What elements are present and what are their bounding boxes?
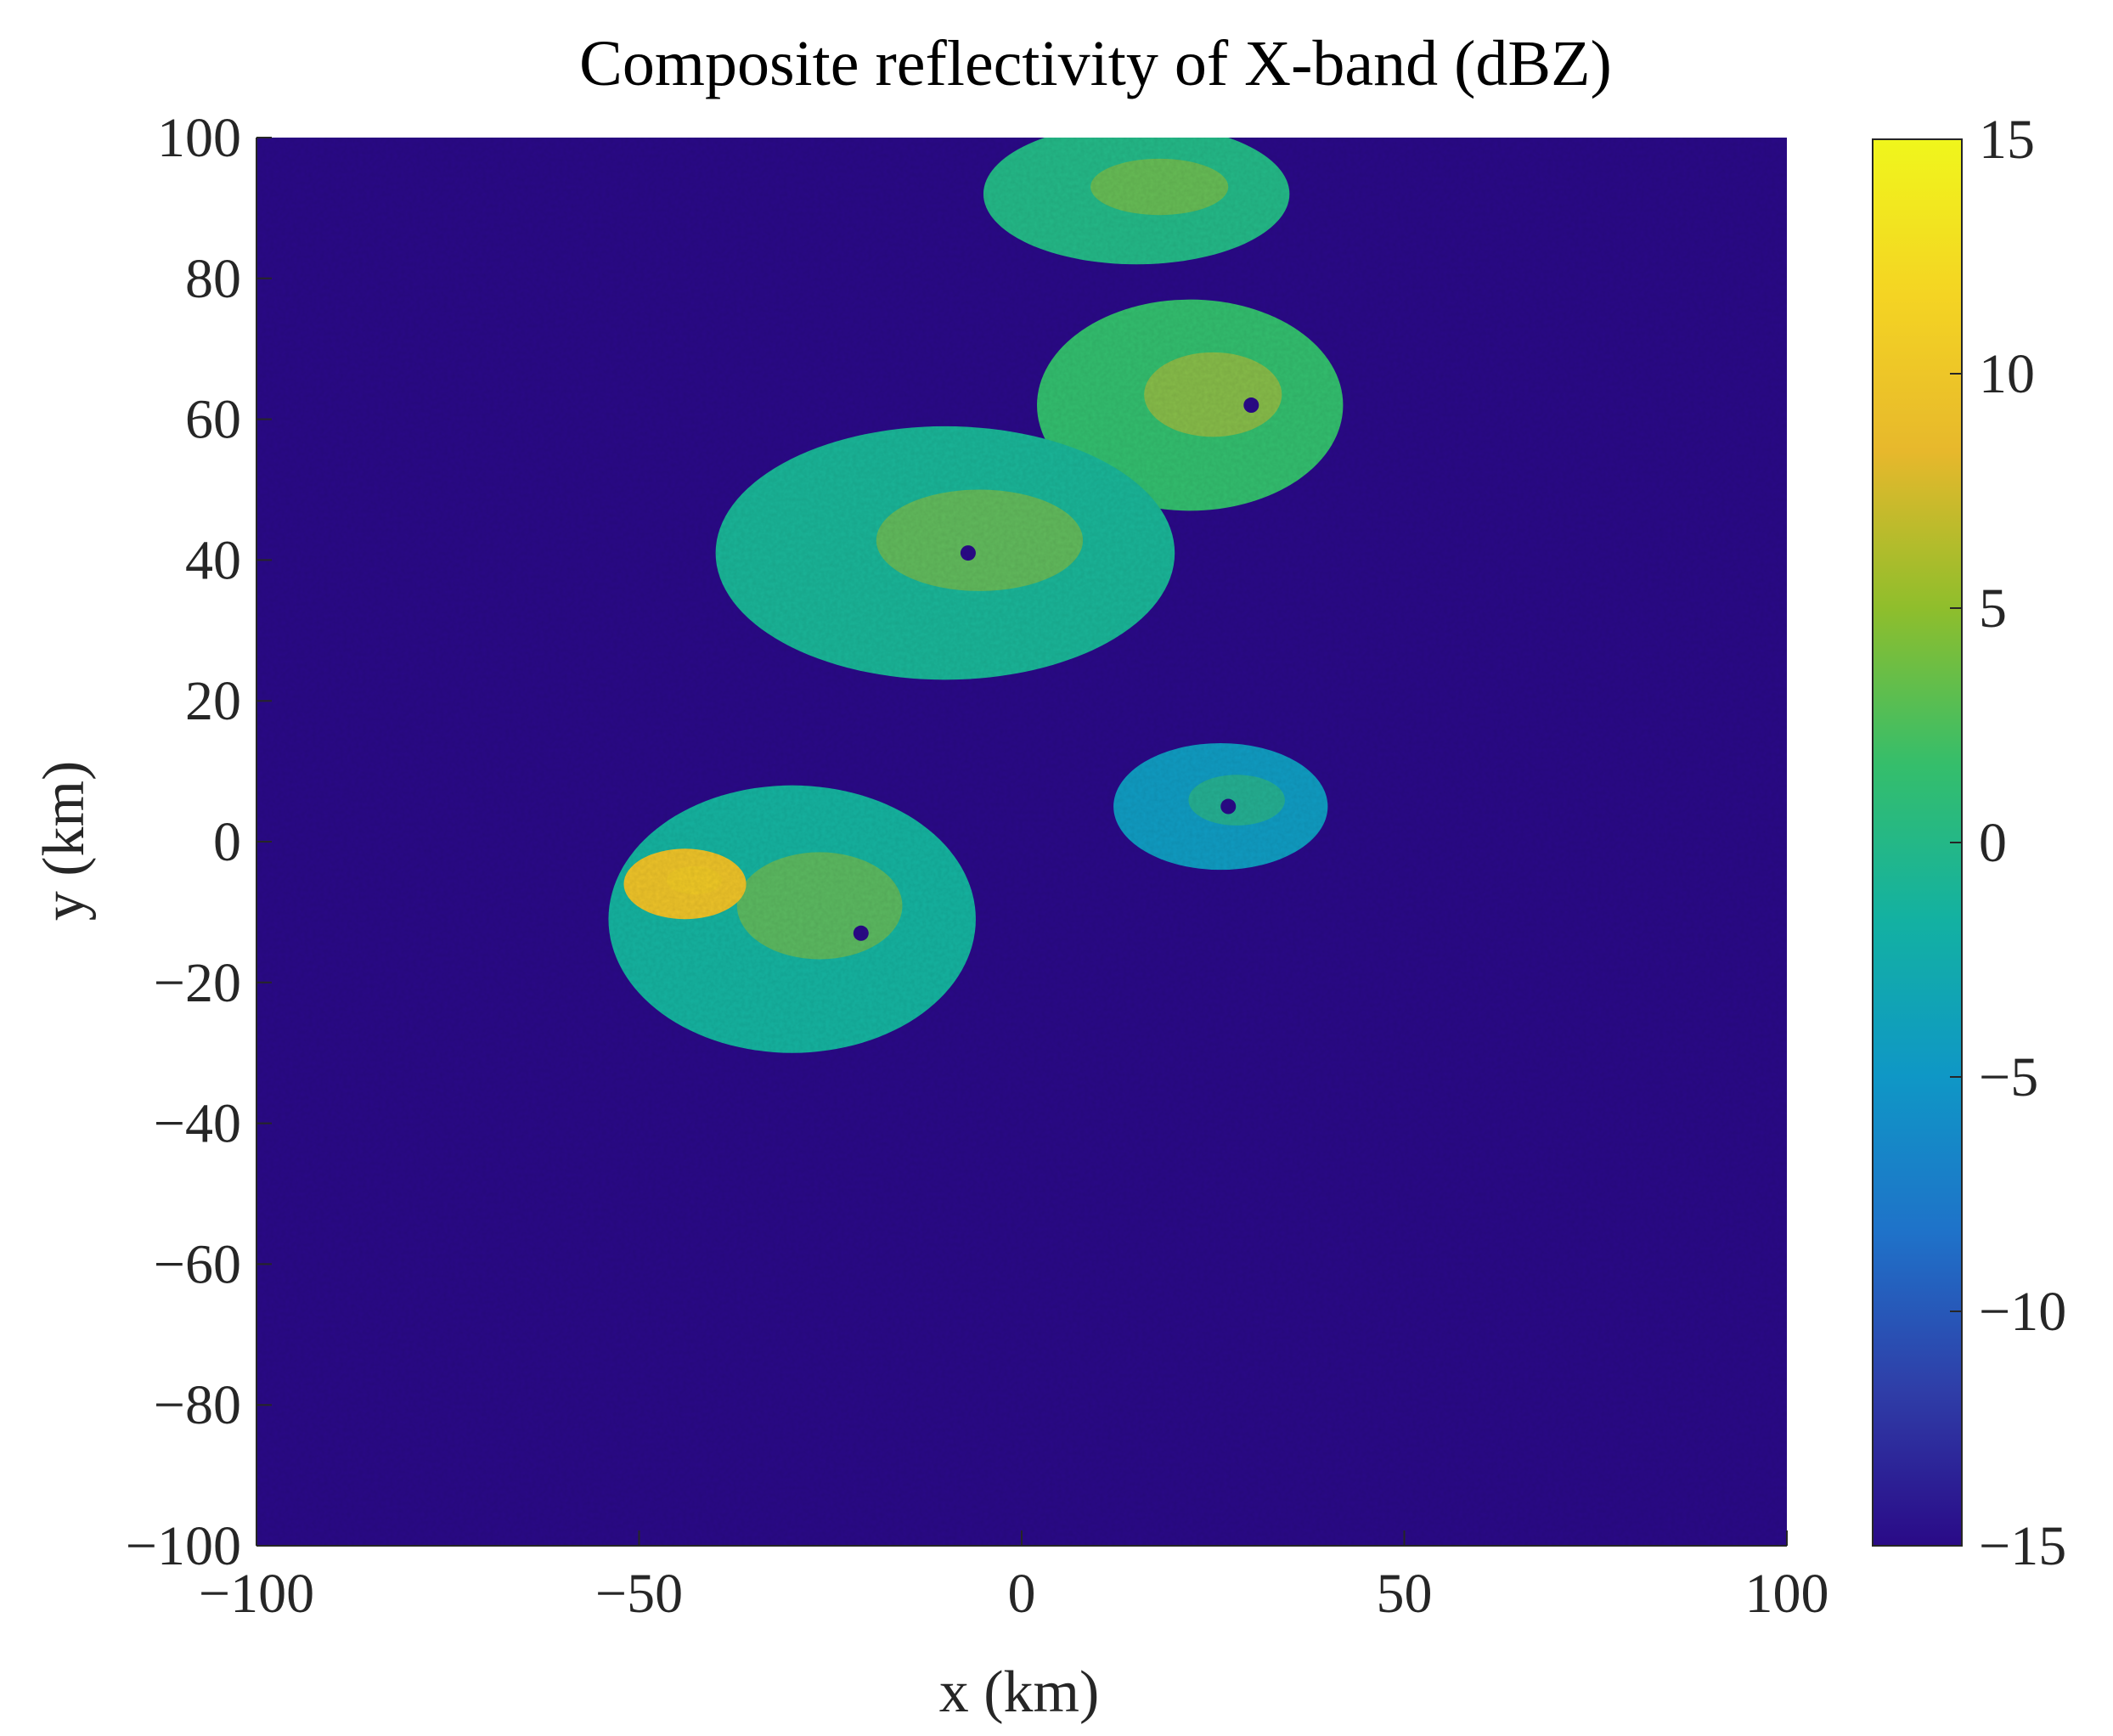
colorbar-tick-label: −10 <box>1979 1281 2066 1343</box>
y-tick-label: 40 <box>185 529 241 591</box>
colorbar: 15 10 5 0 −5 −10 −15 <box>1872 109 2066 1577</box>
y-axis: 100 80 60 40 20 0 −20 −40 −60 −80 −100 <box>126 107 272 1577</box>
colorbar-gradient <box>1872 138 1963 1547</box>
chart-title: Composite reflectivity of X-band (dBZ) <box>579 28 1612 99</box>
y-tick-label: 0 <box>213 811 241 873</box>
y-tick-label: −60 <box>154 1233 241 1295</box>
y-tick-label: −20 <box>154 952 241 1014</box>
y-tick-label: 60 <box>185 389 241 451</box>
x-axis: −100 −50 0 50 100 <box>199 1530 1829 1625</box>
colorbar-tick-label: −15 <box>1979 1515 2066 1577</box>
plot-area <box>256 138 1787 1546</box>
x-tick-label: −50 <box>595 1563 683 1625</box>
echo-texture <box>256 138 1787 1546</box>
x-axis-label: x (km) <box>939 1660 1100 1725</box>
y-tick-label: 100 <box>157 107 241 169</box>
y-tick-label: −100 <box>126 1515 241 1577</box>
y-tick-label: 20 <box>185 670 241 732</box>
y-tick-label: −40 <box>154 1093 241 1155</box>
colorbar-ticks: 15 10 5 0 −5 −10 −15 <box>1950 109 2066 1577</box>
x-tick-label: −100 <box>199 1563 314 1625</box>
y-tick-label: −80 <box>154 1374 241 1436</box>
x-tick-label: 100 <box>1745 1563 1829 1625</box>
colorbar-tick-label: 5 <box>1979 578 2007 640</box>
colorbar-tick-label: 15 <box>1979 109 2035 171</box>
x-tick-label: 50 <box>1377 1563 1433 1625</box>
y-tick-label: 80 <box>185 248 241 310</box>
y-axis-label: y (km) <box>31 761 97 922</box>
colorbar-tick-label: 10 <box>1979 343 2035 405</box>
x-tick-label: 0 <box>1008 1563 1036 1625</box>
colorbar-tick-label: −5 <box>1979 1046 2038 1108</box>
colorbar-tick-label: 0 <box>1979 812 2007 874</box>
